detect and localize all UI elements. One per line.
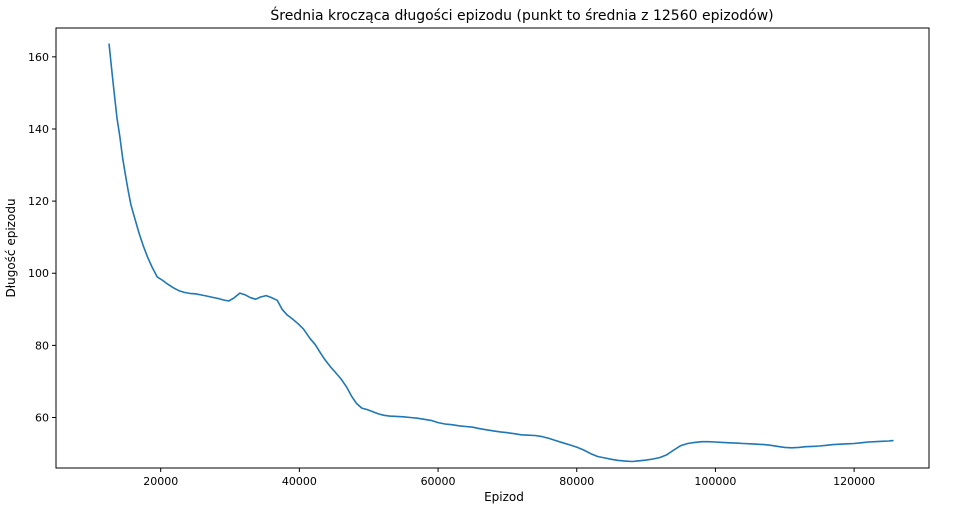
plot-frame [55,27,930,469]
series-line [108,43,894,463]
y-tick-label: 120 [28,195,49,208]
y-tick-label: 80 [35,339,49,352]
x-axis-ticks: 20000 40000 60000 80000 100000 120000 [143,468,875,488]
x-tick-label: 120000 [833,475,875,488]
x-tick-label: 60000 [421,475,456,488]
chart-title: Średnia krocząca długości epizodu (punkt… [270,6,773,24]
x-tick-label: 40000 [282,475,317,488]
x-tick-label: 20000 [143,475,178,488]
y-axis-ticks: 60 80 100 120 140 160 [28,51,56,425]
y-tick-label: 160 [28,51,49,64]
y-tick-label: 60 [35,412,49,425]
y-tick-label: 140 [28,123,49,136]
y-tick-label: 100 [28,267,49,280]
x-tick-label: 100000 [694,475,736,488]
y-axis-label: Długość epizodu [4,198,18,297]
x-axis-label: Epizod [484,490,524,504]
x-tick-label: 80000 [559,475,594,488]
